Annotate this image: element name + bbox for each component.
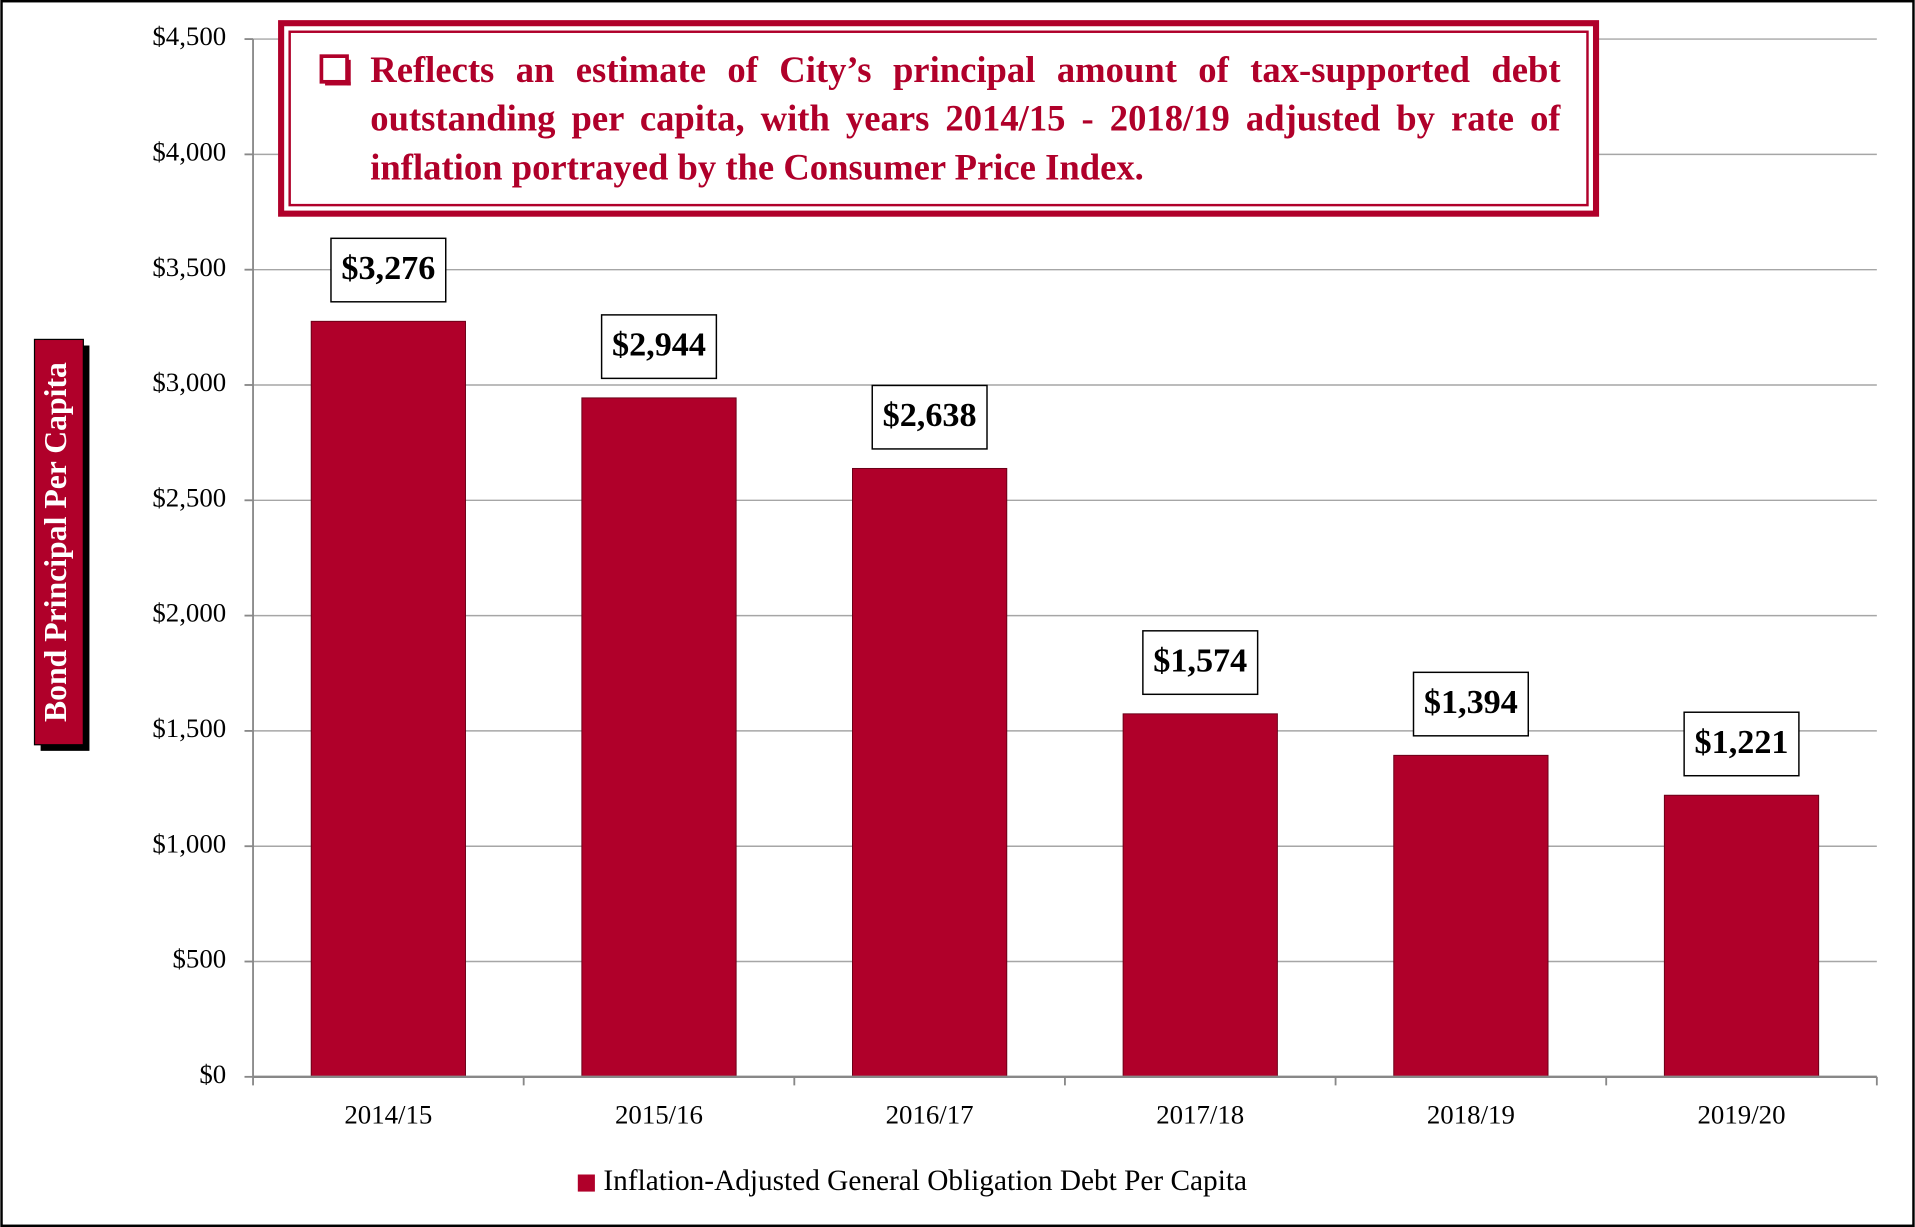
value-label-box: [1683, 711, 1800, 777]
x-tick-label: 2019/20: [1698, 1099, 1786, 1129]
y-tick-label: $3,000: [152, 367, 226, 397]
value-label: $3,276: [341, 250, 435, 287]
legend-label: Inflation-Adjusted General Obligation De…: [603, 1165, 1247, 1197]
y-tick-label: $0: [199, 1059, 226, 1089]
x-tick-label: 2015/16: [615, 1099, 703, 1129]
y-label-box: [33, 338, 84, 746]
y-tick-label: $3,500: [152, 252, 226, 282]
bar: [852, 467, 1008, 1078]
value-label-box: [1412, 671, 1530, 737]
y-axis-label: Bond Principal Per Capita: [38, 362, 73, 722]
marks: $3,276 $2,944 $2,638 $1,574 $1,394 $1,221: [310, 237, 1820, 1078]
annotation-bullet-shadow: [347, 59, 351, 86]
annotation-bullet-shadow: [325, 81, 351, 86]
annotation-inner-border: [288, 30, 1589, 207]
y-tick-label: $2,500: [152, 482, 226, 512]
value-label: $2,638: [883, 397, 977, 434]
bar: [581, 397, 737, 1078]
bar: [310, 320, 466, 1078]
legend-swatch: [577, 1174, 595, 1192]
bar: [1122, 713, 1278, 1078]
y-tick-label: $1,500: [152, 713, 226, 743]
x-tick-label: 2017/18: [1156, 1099, 1244, 1129]
value-label-box: [1142, 630, 1259, 696]
x-tick-label: 2014/15: [344, 1099, 432, 1129]
annotation-bullet: [319, 54, 349, 84]
bar: [1393, 754, 1549, 1078]
annotation-box: [278, 20, 1600, 217]
bar: [1663, 794, 1820, 1078]
value-label-box: [600, 314, 718, 380]
y-tick-label: $2,000: [152, 598, 226, 628]
x-tick-label: 2018/19: [1427, 1099, 1515, 1129]
value-label-box: [330, 237, 447, 303]
y-tick-label: $500: [172, 944, 226, 974]
annotation-area: Reflects an estimate of City’s principal…: [370, 50, 1561, 189]
value-label-box: [871, 384, 988, 450]
y-tick-label: $1,000: [152, 828, 226, 858]
annotation: Reflects an estimate of City’s principal…: [370, 50, 1561, 189]
value-label: $1,574: [1153, 643, 1247, 680]
y-tick-label: $4,000: [152, 137, 226, 167]
value-label: $1,394: [1424, 684, 1518, 721]
value-label: $1,221: [1695, 724, 1789, 761]
x-tick-label: 2016/17: [886, 1099, 974, 1129]
value-label: $2,944: [612, 327, 706, 364]
y-tick-label: $4,500: [152, 21, 226, 51]
